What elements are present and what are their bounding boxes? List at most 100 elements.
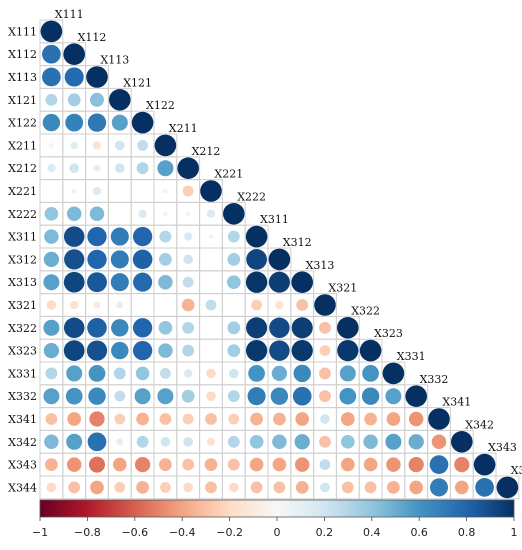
correlation-circle-X342-X212 <box>183 436 194 447</box>
correlation-circle-X311-X221 <box>208 234 214 240</box>
row-label: X222 <box>8 208 37 221</box>
row-labels: X111 X112 X113 X121 X122 X211 X212 X221 X222 X311… <box>8 25 37 494</box>
correlation-circle-X344-X343 <box>475 478 494 497</box>
correlation-circle-X312-X212 <box>183 254 194 265</box>
correlation-circle-X222-X113 <box>89 206 105 222</box>
correlation-circle-X313-X211 <box>158 274 173 290</box>
correlation-circle-X342-X312 <box>272 434 287 450</box>
correlation-circle-X331-X222 <box>228 368 239 379</box>
diagonal-label: X331 <box>397 350 426 363</box>
correlation-circle-X321-X112 <box>70 300 79 310</box>
correlation-circle-X322-X112 <box>63 317 85 339</box>
correlation-circle-X313-X121 <box>110 273 129 292</box>
correlation-circle-X341-X311 <box>250 412 263 426</box>
correlation-circle-X122-X112 <box>65 113 84 132</box>
grid-cell <box>153 293 178 317</box>
correlation-circle-X331-X331 <box>382 362 405 385</box>
row-label: X312 <box>8 253 37 266</box>
correlation-circle-X342-X331 <box>385 433 402 450</box>
correlation-circle-X211-X122 <box>137 140 149 151</box>
row-label: X122 <box>8 117 37 130</box>
correlation-circle-X332-X113 <box>88 387 106 405</box>
correlation-circle-X312-X311 <box>246 249 267 270</box>
correlation-circle-X312-X113 <box>87 249 107 270</box>
correlation-circle-X322-X121 <box>111 319 129 337</box>
correlation-circle-X341-X111 <box>45 413 58 425</box>
diagonal-label: X211 <box>169 122 198 135</box>
correlation-circle-X344-X331 <box>387 481 400 494</box>
diagonal-label: X112 <box>78 31 107 44</box>
correlation-circle-X113-X113 <box>86 66 108 88</box>
correlation-circle-X212-X112 <box>69 163 80 174</box>
correlation-circle-X312-X312 <box>268 248 291 271</box>
row-label: X112 <box>8 48 37 61</box>
correlation-circle-X344-X121 <box>114 482 126 493</box>
row-label: X343 <box>8 459 37 472</box>
correlation-circle-X332-X331 <box>385 388 402 405</box>
correlation-circle-X312-X222 <box>227 253 241 266</box>
correlation-circle-X211-X121 <box>114 140 125 151</box>
correlation-circle-X313-X111 <box>43 274 60 291</box>
correlation-circle-X211-X211 <box>154 134 177 157</box>
correlation-circle-X323-X111 <box>43 342 60 359</box>
correlation-circle-X344-X312 <box>273 481 286 494</box>
row-label: X212 <box>8 162 37 175</box>
correlation-circle-X344-X323 <box>364 481 377 494</box>
correlation-circle-X312-X112 <box>64 249 85 270</box>
correlation-circle-X122-X113 <box>87 113 107 132</box>
correlation-circle-X341-X332 <box>408 411 424 427</box>
correlation-circle-X332-X312 <box>270 387 289 405</box>
correlation-circle-X332-X111 <box>43 388 60 405</box>
correlation-circle-X212-X113 <box>93 164 101 172</box>
correlation-circle-X331-X212 <box>184 369 193 378</box>
row-label: X322 <box>8 322 37 335</box>
correlation-circle-X344-X313 <box>295 481 309 494</box>
correlation-circle-X322-X312 <box>269 317 290 339</box>
correlation-circle-X341-X113 <box>89 411 105 427</box>
correlation-circle-X313-X122 <box>133 272 153 292</box>
correlation-circle-X113-X111 <box>42 67 61 87</box>
correlation-circle-X221-X113 <box>92 186 102 196</box>
colorbar-tick-label: −0.8 <box>74 526 101 539</box>
row-label: X323 <box>8 345 37 358</box>
correlation-circle-X344-X344 <box>496 476 519 499</box>
correlation-circle-X343-X342 <box>454 456 470 473</box>
row-label: X313 <box>8 276 37 289</box>
correlation-circle-X311-X311 <box>245 225 268 248</box>
row-label: X211 <box>8 139 37 152</box>
correlation-circle-X342-X121 <box>116 438 124 446</box>
diagonal-label: X323 <box>374 327 403 340</box>
row-label: X332 <box>8 390 37 403</box>
correlation-circle-X321-X321 <box>314 294 336 316</box>
correlation-circle-X332-X121 <box>114 390 126 402</box>
row-label: X344 <box>8 481 37 494</box>
correlation-circle-X343-X312 <box>272 457 287 472</box>
grid-cell <box>107 201 132 226</box>
correlation-circle-X344-X341 <box>429 478 449 497</box>
correlation-circle-X331-X321 <box>319 367 331 380</box>
correlation-circle-X342-X222 <box>227 435 240 448</box>
correlation-circle-X332-X322 <box>339 387 357 405</box>
correlation-circle-X311-X121 <box>110 227 129 246</box>
correlation-circle-X321-X111 <box>46 300 57 310</box>
correlation-circle-X343-X341 <box>429 455 449 474</box>
correlation-circle-X322-X313 <box>291 317 313 339</box>
correlation-circle-X323-X312 <box>269 340 290 361</box>
correlation-circle-X343-X331 <box>386 457 401 472</box>
correlation-circle-X343-X222 <box>227 458 240 471</box>
diagonal-label: X341 <box>442 396 471 409</box>
correlation-circle-X332-X332 <box>405 385 428 408</box>
correlation-circle-X321-X121 <box>116 301 124 309</box>
correlation-circle-X332-X221 <box>206 391 216 402</box>
row-label: X121 <box>8 94 37 107</box>
grid-cell <box>199 247 223 272</box>
correlation-circle-X341-X121 <box>114 413 126 425</box>
correlation-circle-X311-X211 <box>159 230 172 243</box>
correlation-circle-X331-X211 <box>160 368 171 379</box>
correlation-circle-X323-X121 <box>111 341 129 360</box>
correlation-circle-X221-X211 <box>162 188 168 194</box>
correlation-circle-X321-X212 <box>181 298 195 312</box>
correlation-circle-X342-X323 <box>363 434 378 450</box>
grid-cell <box>495 475 520 500</box>
